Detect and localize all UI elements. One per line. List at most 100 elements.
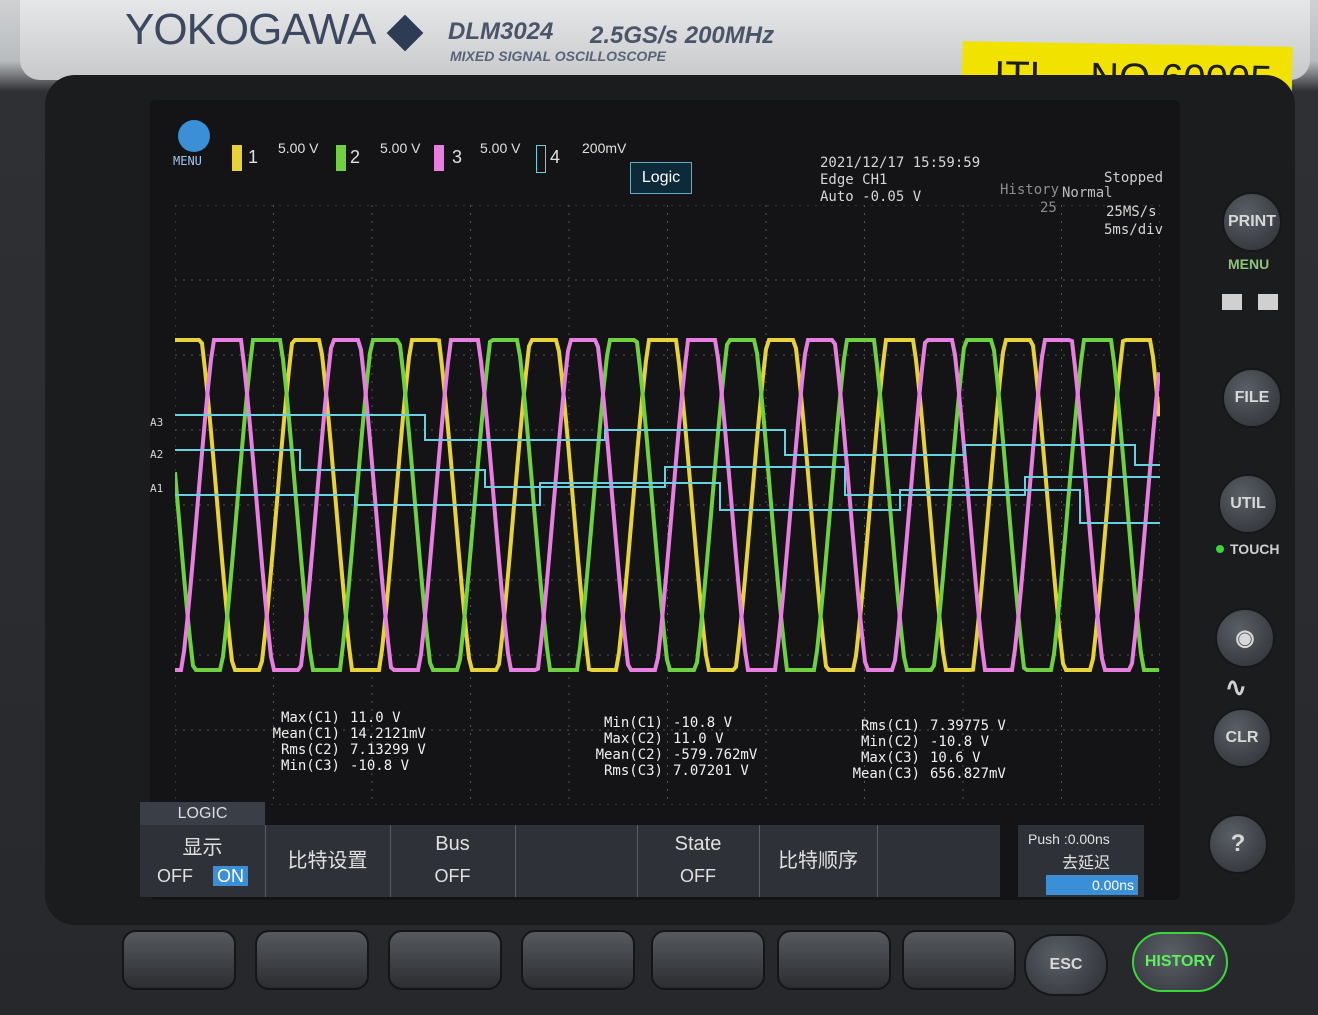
meas-key: Rms(C2) [280, 742, 340, 758]
softkey-bar: 显示 OFF ON 比特设置 Bus OFF State OFF 比特顺序 [140, 825, 1000, 897]
model-subtitle: MIXED SIGNAL OSCILLOSCOPE [450, 48, 666, 64]
function-key-4[interactable] [521, 930, 635, 990]
history-count: 25 [1040, 200, 1057, 216]
history-label: History [1000, 182, 1060, 198]
esc-button[interactable]: ESC [1024, 934, 1108, 996]
folder-icon[interactable] [1222, 294, 1242, 310]
measurements-col1: Max(C1) 11.0 V Mean(C1) 14.2121mV Rms(C2) 7… [262, 710, 426, 774]
push-value: :0.00ns [1063, 831, 1110, 847]
marker-a1: A1 [150, 482, 164, 495]
camera-button[interactable]: ◉ [1215, 608, 1275, 668]
history-button[interactable]: HISTORY [1132, 932, 1228, 992]
util-button[interactable]: UTIL [1218, 474, 1278, 534]
measurements-col3: Rms(C1) 7.39775 V Min(C2) -10.8 V Max(C3) 1… [842, 718, 1006, 782]
trigger-edge: Edge CH1 [820, 172, 888, 188]
display-off-option[interactable]: OFF [156, 866, 193, 886]
meas-value: 11.0 V [350, 710, 401, 726]
softkey-state[interactable]: State OFF [637, 825, 760, 897]
timestamp: 2021/12/17 15:59:59 [820, 155, 981, 171]
function-key-3[interactable] [388, 930, 502, 990]
clr-button[interactable]: CLR [1212, 708, 1272, 768]
marker-a3: A3 [150, 416, 164, 429]
function-key-1[interactable] [122, 930, 236, 990]
file-button[interactable]: FILE [1222, 368, 1282, 428]
model-spec: 2.5GS/s 200MHz [590, 22, 775, 49]
meas-value: 11.0 V [673, 731, 724, 747]
measurements-col2: Min(C1) -10.8 V Max(C2) 11.0 V Mean(C2) -57… [585, 715, 758, 779]
meas-key: Max(C2) [603, 731, 663, 747]
function-key-7[interactable] [902, 930, 1016, 990]
deskew-label: 去延迟 [1062, 855, 1111, 872]
meas-value: -10.8 V [930, 734, 990, 750]
printer-icon[interactable] [1258, 294, 1278, 310]
ch2-volts[interactable]: 5.00 V [380, 140, 421, 156]
ch3-trace [175, 338, 1160, 672]
ch2-color-swatch [336, 145, 346, 171]
touch-led-icon [1216, 545, 1224, 553]
meas-key: Min(C2) [860, 734, 920, 750]
meas-key: Mean(C1) [272, 726, 340, 742]
softkey-bit-setup[interactable]: 比特设置 [265, 825, 391, 897]
ch1-trace [175, 338, 1160, 672]
meas-key: Rms(C1) [860, 718, 920, 734]
ch1-number[interactable]: 1 [248, 147, 259, 167]
meas-key: Mean(C3) [852, 766, 920, 782]
ch3-volts[interactable]: 5.00 V [480, 140, 521, 156]
softkey-menu-title: LOGIC [140, 802, 265, 826]
run-state: Stopped [1104, 170, 1164, 186]
deskew-value[interactable]: 0.00ns [1046, 875, 1138, 895]
meas-value: 7.07201 V [673, 763, 749, 779]
softkey-bit-order[interactable]: 比特顺序 [759, 825, 878, 897]
ch4-volts[interactable]: 200mV [582, 140, 627, 156]
meas-key: Min(C1) [603, 715, 663, 731]
menu-icon[interactable] [178, 120, 210, 152]
function-key-5[interactable] [651, 930, 765, 990]
ch1-color-swatch [232, 145, 242, 171]
ch1-volts[interactable]: 5.00 V [278, 140, 319, 156]
print-button[interactable]: PRINT [1222, 192, 1282, 252]
ch4-color-swatch [536, 145, 546, 173]
brand-logo: YOKOGAWA [125, 5, 376, 54]
menu-label: MENU [173, 154, 202, 168]
camera-icon: ◉ [1235, 625, 1255, 650]
ch4-number[interactable]: 4 [550, 147, 561, 167]
function-key-6[interactable] [777, 930, 891, 990]
marker-a2: A2 [150, 448, 164, 461]
trigger-mode: Auto -0.05 V [820, 189, 922, 205]
acq-mode: Normal [1062, 185, 1113, 201]
meas-value: 10.6 V [930, 750, 981, 766]
meas-key: Min(C3) [280, 758, 340, 774]
waveform-traces [175, 338, 1160, 672]
softkey-bus-label: Bus [435, 833, 470, 855]
meas-value: 14.2121mV [350, 726, 426, 742]
meas-key: Mean(C2) [595, 747, 663, 763]
logic-button[interactable]: Logic [630, 162, 692, 194]
waveform-display[interactable] [175, 205, 1160, 805]
model-name: DLM3024 [448, 18, 554, 45]
ch3-color-swatch [434, 145, 444, 171]
display-on-option[interactable]: ON [213, 866, 248, 886]
softkey-empty[interactable] [515, 825, 638, 897]
softkey-bus-value: OFF [434, 866, 471, 886]
softkey-display[interactable]: 显示 OFF ON [140, 825, 266, 897]
softkey-display-label: 显示 [182, 837, 223, 859]
deskew-panel[interactable]: Push :0.00ns 去延迟 0.00ns [1018, 825, 1144, 897]
function-key-2[interactable] [255, 930, 369, 990]
logic-trace-a2 [175, 449, 1160, 496]
menu-side-label: MENU [1228, 256, 1270, 272]
softkey-empty-2[interactable] [877, 825, 1000, 897]
meas-value: 656.827mV [930, 766, 1006, 782]
meas-value: 7.39775 V [930, 718, 1006, 734]
meas-value: -10.8 V [673, 715, 733, 731]
meas-value: -579.762mV [673, 747, 758, 763]
ch2-number[interactable]: 2 [350, 147, 361, 167]
time-per-div: 5ms/div [1104, 222, 1164, 238]
meas-value: -10.8 V [350, 758, 410, 774]
softkey-bus[interactable]: Bus OFF [390, 825, 516, 897]
ch3-number[interactable]: 3 [452, 147, 463, 167]
meas-key: Max(C1) [280, 710, 340, 726]
touch-label: TOUCH [1230, 541, 1280, 557]
push-label: Push [1028, 831, 1060, 847]
help-button[interactable]: ? [1208, 814, 1268, 874]
meas-value: 7.13299 V [350, 742, 426, 758]
